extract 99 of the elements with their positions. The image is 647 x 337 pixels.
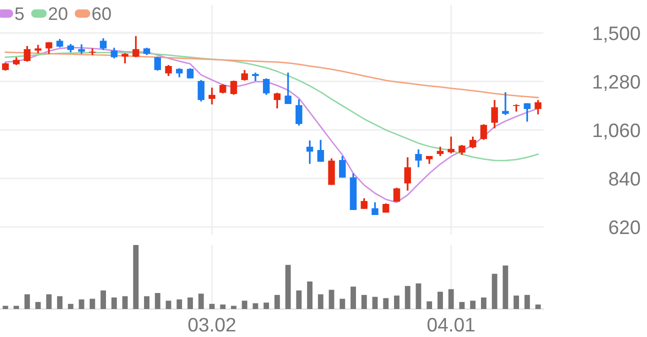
candlestick	[241, 69, 248, 82]
candlestick	[284, 72, 292, 105]
candlestick	[176, 67, 183, 78]
bar	[307, 281, 312, 309]
candlestick	[448, 136, 454, 154]
y-tick-label: 840	[609, 172, 640, 186]
candlestick	[78, 43, 85, 55]
candlestick	[458, 144, 466, 156]
bar	[372, 296, 378, 309]
candlestick	[415, 148, 422, 168]
bar	[111, 297, 117, 309]
candlestick	[252, 72, 259, 82]
y-tick-label: 1,280	[594, 74, 640, 92]
bar	[230, 306, 236, 309]
bar	[252, 303, 258, 309]
bar	[524, 294, 530, 309]
bar	[480, 297, 486, 309]
candlestick	[502, 91, 509, 116]
candlestick	[186, 67, 194, 80]
bar	[166, 300, 172, 309]
bar	[459, 302, 465, 309]
candlestick	[132, 35, 140, 58]
candlestick	[198, 79, 204, 102]
bar	[404, 286, 410, 309]
legend-label: 5	[15, 7, 24, 20]
bar	[154, 293, 160, 309]
x-tick-label: 03.02	[188, 318, 236, 332]
bar	[350, 286, 356, 309]
bar	[2, 306, 8, 309]
candlestick	[372, 201, 378, 216]
candlestick	[524, 102, 531, 122]
bar	[35, 302, 41, 309]
bar	[361, 294, 367, 309]
bar	[133, 245, 139, 309]
bar	[296, 290, 302, 309]
candlestick	[360, 197, 368, 210]
candlestick	[534, 99, 542, 116]
candlestick	[46, 41, 52, 55]
candlestick	[230, 80, 238, 96]
candlestick	[219, 83, 226, 94]
bar	[416, 283, 422, 309]
bar	[264, 302, 270, 309]
legend-label: 20	[48, 7, 68, 20]
bar	[57, 296, 62, 309]
candlestick	[274, 92, 281, 110]
x-tick-label: 04.01	[428, 318, 474, 332]
bar	[209, 304, 215, 309]
bar	[328, 290, 334, 309]
candlestick	[339, 155, 346, 178]
candlestick	[480, 123, 488, 141]
bar	[100, 290, 106, 309]
candlestick	[110, 46, 118, 60]
candlestick	[165, 64, 172, 77]
legend-label: 60	[92, 7, 111, 20]
candlestick	[296, 98, 302, 126]
bar	[220, 304, 226, 309]
y-tick-label: 620	[609, 220, 640, 234]
candlestick	[306, 140, 314, 165]
bar	[14, 306, 20, 309]
candlestick	[100, 37, 107, 51]
bar	[492, 274, 498, 309]
bar	[514, 296, 520, 309]
bar	[144, 296, 150, 309]
candlestick	[208, 86, 216, 106]
y-tick-label: 1,500	[594, 26, 640, 43]
bar	[176, 299, 182, 309]
candlestick	[404, 156, 411, 192]
bar	[90, 298, 96, 309]
bar	[438, 292, 443, 309]
candlestick	[34, 44, 42, 54]
bar	[274, 294, 280, 309]
candlestick	[24, 45, 31, 62]
bar	[122, 296, 128, 309]
candlestick	[262, 78, 270, 96]
bar	[188, 297, 193, 309]
bar	[340, 298, 346, 309]
bar	[46, 294, 52, 309]
bar	[318, 294, 324, 309]
y-tick-label: 1,060	[594, 123, 640, 140]
candlestick	[317, 139, 324, 163]
bar	[394, 296, 400, 309]
bar	[285, 264, 291, 309]
candlestick	[469, 136, 476, 150]
candlestick	[393, 186, 400, 202]
bar	[502, 265, 508, 309]
bar	[535, 304, 541, 309]
bar	[68, 304, 74, 309]
bar	[426, 301, 432, 309]
bar	[78, 299, 84, 309]
candlestick	[154, 56, 161, 72]
bar	[242, 300, 248, 309]
bar	[24, 294, 30, 309]
bar	[470, 300, 476, 309]
bar	[383, 298, 389, 309]
bar	[448, 289, 454, 309]
candlestick	[122, 52, 128, 64]
candlestick	[436, 146, 444, 157]
candlestick	[491, 99, 498, 130]
bar	[198, 294, 204, 309]
